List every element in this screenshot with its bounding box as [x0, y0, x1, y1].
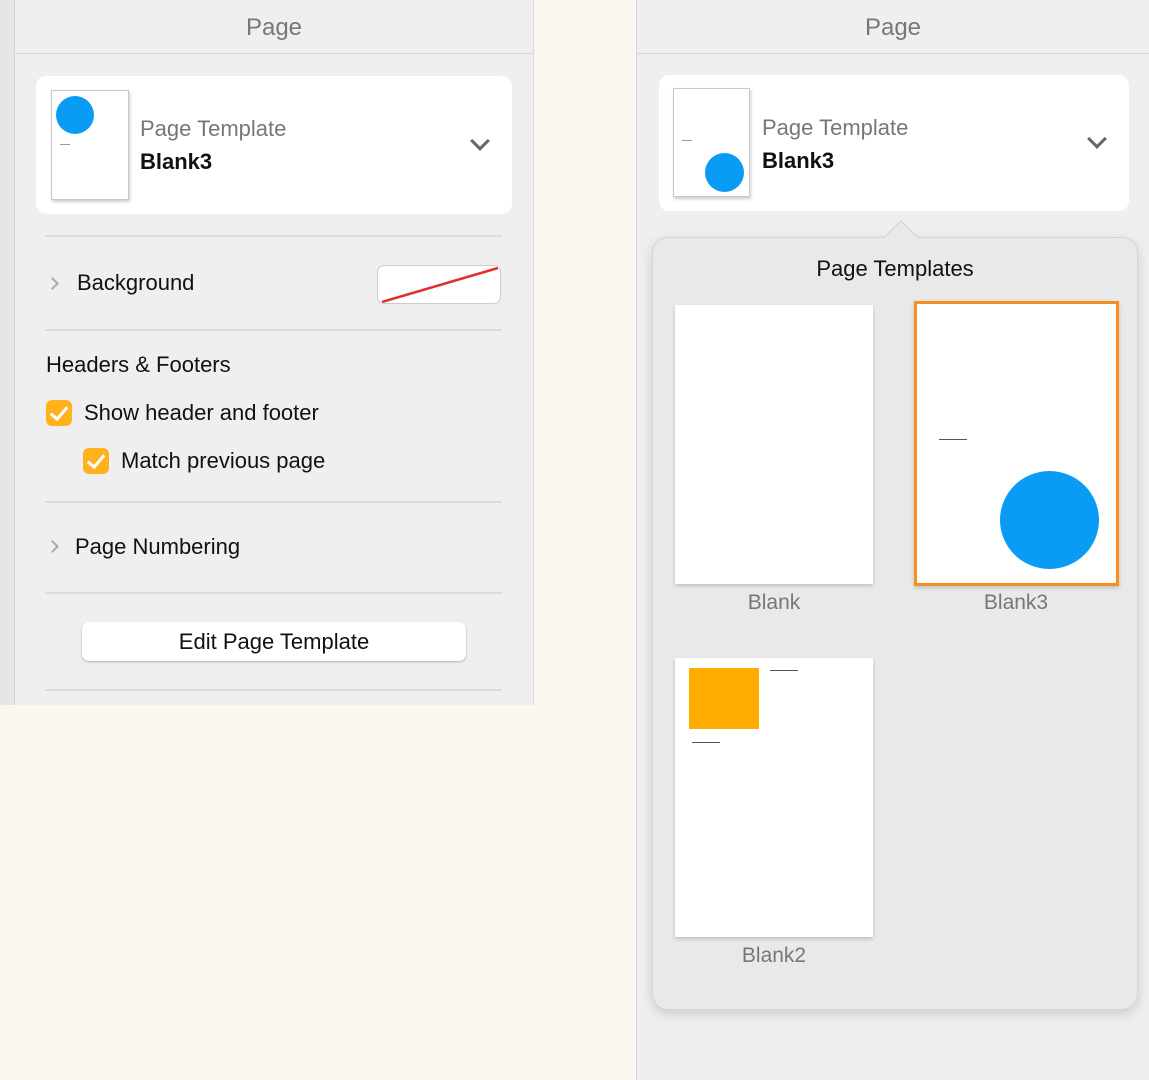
- popover-title: Page Templates: [816, 256, 974, 281]
- page-template-selector[interactable]: Page Template Blank3: [659, 75, 1129, 211]
- text-placeholder: [770, 670, 798, 671]
- chevron-down-icon[interactable]: [1087, 129, 1107, 149]
- page-template-selector[interactable]: Page Template Blank3: [36, 76, 512, 214]
- show-header-footer-label[interactable]: Show header and footer: [84, 400, 319, 425]
- chevron-right-icon[interactable]: [46, 540, 59, 553]
- match-previous-checkbox[interactable]: [83, 448, 109, 474]
- template-name[interactable]: Blank: [747, 591, 801, 614]
- page-templates-popover: Page Templates Blank Blank3 Blank2: [652, 220, 1138, 1010]
- template-blank[interactable]: [675, 305, 873, 584]
- divider: [45, 501, 502, 503]
- template-value: Blank3: [762, 148, 835, 173]
- template-thumbnail: [673, 88, 750, 197]
- template-blank2[interactable]: [675, 658, 873, 937]
- edit-page-template-button[interactable]: Edit Page Template: [82, 622, 466, 661]
- divider: [45, 689, 502, 691]
- template-thumbnail: [51, 90, 129, 200]
- template-name[interactable]: Blank3: [983, 591, 1049, 614]
- match-previous-label[interactable]: Match previous page: [121, 448, 326, 473]
- page-numbering-label[interactable]: Page Numbering: [75, 534, 241, 559]
- left-page-inspector: Page Page Template Blank3 Background Hea…: [15, 0, 534, 705]
- square-shape: [689, 668, 759, 729]
- text-placeholder: [60, 144, 70, 145]
- template-name[interactable]: Blank2: [741, 944, 807, 967]
- circle-shape: [1000, 471, 1099, 569]
- left-strip: [0, 0, 15, 705]
- panel-title: Page: [637, 0, 1149, 54]
- circle-shape: [56, 96, 94, 134]
- text-placeholder: [939, 439, 967, 440]
- chevron-right-icon[interactable]: [46, 277, 59, 290]
- divider: [45, 592, 502, 594]
- show-header-footer-checkbox[interactable]: [46, 400, 72, 426]
- divider: [45, 235, 502, 237]
- panel-title: Page: [15, 0, 533, 54]
- right-page-inspector: Page Page Template Blank3 Page Templates…: [636, 0, 1149, 1080]
- background-label[interactable]: Background: [77, 270, 195, 295]
- template-label: Page Template: [762, 115, 909, 140]
- template-value: Blank3: [140, 149, 213, 174]
- no-fill-icon: [381, 266, 499, 303]
- text-placeholder: [692, 742, 720, 743]
- template-blank3[interactable]: [914, 301, 1119, 586]
- background-color-well[interactable]: [377, 265, 501, 304]
- circle-shape: [705, 153, 744, 192]
- chevron-down-icon[interactable]: [470, 131, 490, 151]
- template-label: Page Template: [140, 116, 287, 141]
- text-placeholder: [682, 140, 692, 141]
- divider: [45, 329, 502, 331]
- headers-footers-heading: Headers & Footers: [46, 352, 231, 377]
- popover-arrow: [884, 220, 918, 254]
